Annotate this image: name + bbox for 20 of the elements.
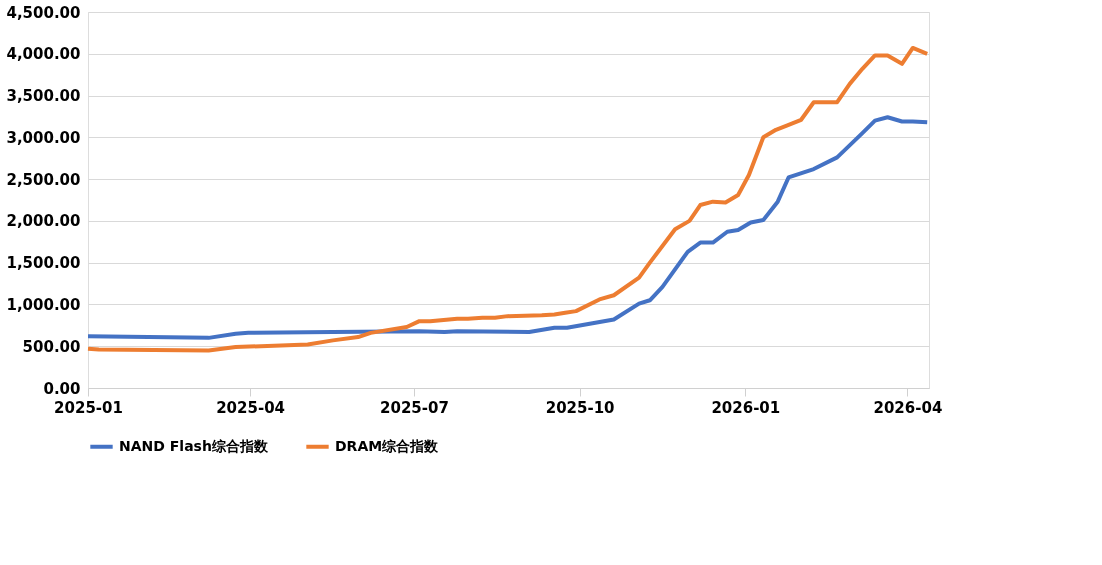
x-tick-label: 2025-04: [216, 398, 286, 417]
y-tick-label: 500.00: [22, 337, 81, 356]
x-tick-label: 2025-01: [54, 398, 123, 417]
y-tick-label: 4,500.00: [6, 3, 81, 22]
x-tick-label: 2026-04: [873, 398, 943, 417]
line-series: [86, 115, 930, 340]
y-tick-label: 2,500.00: [6, 170, 81, 189]
y-tick-label: 4,000.00: [6, 45, 81, 64]
line-series: [86, 45, 930, 353]
y-tick-label: 2,000.00: [6, 212, 81, 231]
legend-label: NAND Flash综合指数: [119, 437, 269, 454]
y-tick-label: 3,000.00: [6, 128, 81, 147]
x-tick-label: 2025-10: [545, 398, 615, 417]
legend-label: DRAM综合指数: [335, 437, 440, 454]
y-tick-label: 3,500.00: [6, 87, 81, 106]
x-tick-label: 2025-07: [380, 398, 449, 417]
y-tick-label: 1,500.00: [6, 254, 81, 273]
y-tick-label: 1,000.00: [6, 295, 81, 314]
y-tick-label: 0.00: [43, 379, 81, 398]
x-tick-label: 2026-01: [711, 398, 781, 417]
